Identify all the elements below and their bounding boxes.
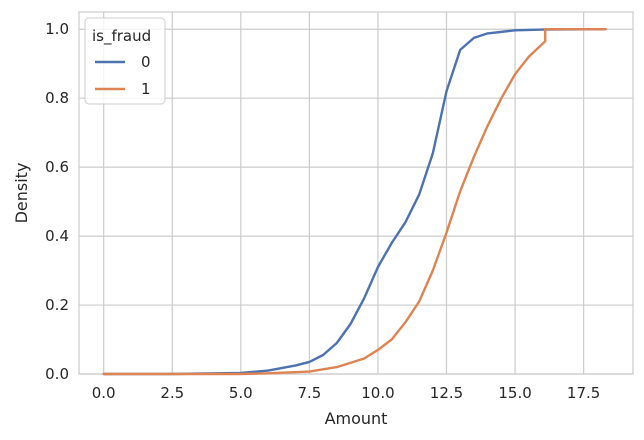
y-tick-label: 0.4 (45, 227, 69, 245)
series-line-1 (102, 28, 607, 376)
x-axis-ticks: 0.0 2.5 5.0 7.5 10.0 12.5 15.0 17.5 (92, 384, 601, 402)
x-tick-label: 12.5 (430, 384, 463, 402)
legend: is_fraud 01 (84, 17, 166, 105)
y-axis-ticks: 0.0 0.2 0.4 0.6 0.8 1.0 (45, 20, 69, 383)
legend-entries: 01 (95, 53, 151, 98)
y-axis-label: Density (12, 163, 31, 224)
x-tick-label: 5.0 (229, 384, 253, 402)
legend-label-1: 1 (141, 80, 151, 98)
y-tick-label: 0.2 (45, 296, 69, 314)
x-tick-label: 0.0 (92, 384, 116, 402)
y-tick-label: 0.8 (45, 89, 69, 107)
series-line-0 (102, 28, 607, 376)
legend-title: is_fraud (92, 27, 151, 46)
x-axis-label: Amount (325, 409, 388, 428)
legend-label-0: 0 (141, 53, 151, 71)
x-tick-label: 7.5 (297, 384, 321, 402)
y-tick-label: 1.0 (45, 20, 69, 38)
x-tick-label: 10.0 (361, 384, 394, 402)
y-tick-label: 0.6 (45, 158, 69, 176)
y-tick-label: 0.0 (45, 365, 69, 383)
x-tick-label: 15.0 (498, 384, 531, 402)
x-tick-label: 17.5 (567, 384, 600, 402)
x-tick-label: 2.5 (160, 384, 184, 402)
series-layer (102, 28, 607, 376)
